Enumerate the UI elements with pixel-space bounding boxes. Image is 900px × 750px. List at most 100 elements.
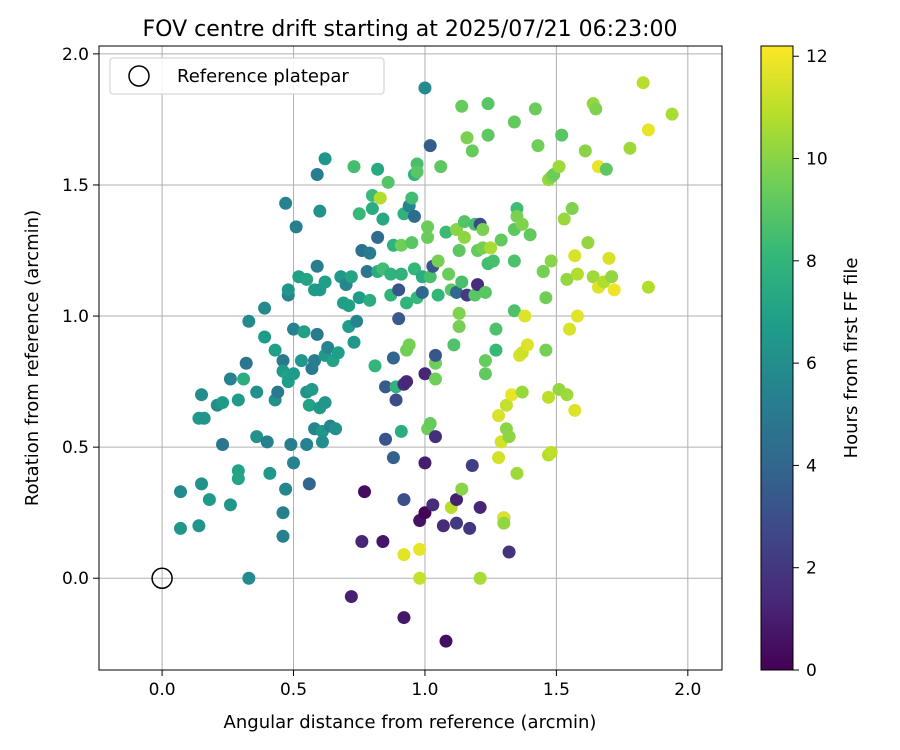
y-tick-label: 1.5 [62,176,89,196]
legend-marker-icon [128,65,150,87]
data-point [450,223,464,237]
colorbar-tick-label: 6 [806,354,817,374]
data-point [523,228,537,242]
data-point [465,144,479,158]
data-point [434,160,448,174]
data-point [421,220,435,234]
data-point [489,322,503,336]
data-point [384,267,398,281]
data-point [450,493,464,507]
data-point [599,162,613,176]
y-tick-label: 0.0 [62,569,89,589]
data-point [363,246,377,260]
data-point [447,338,461,352]
data-point [473,500,487,514]
data-point [492,409,506,423]
data-point [463,521,477,535]
data-point [520,338,534,352]
data-point [405,191,419,205]
data-point [518,309,532,323]
data-point [544,254,558,268]
data-point [192,519,206,533]
data-point [418,506,432,520]
data-point [279,196,293,210]
data-point [426,498,440,512]
data-point [294,354,308,368]
data-point [473,571,487,585]
data-point [318,152,332,166]
data-point [565,202,579,216]
data-point [507,115,521,129]
data-point [195,477,209,491]
x-tick-label: 1.0 [411,680,438,700]
data-point [300,438,314,452]
data-point [173,521,187,535]
data-point [563,322,577,336]
data-point [492,451,506,465]
data-point [397,493,411,507]
data-point [623,141,637,155]
data-point [363,293,377,307]
data-point [394,238,408,252]
data-point [418,81,432,95]
colorbar-tick-label: 0 [806,661,817,681]
data-point [557,212,571,226]
data-point [365,202,379,216]
data-point [589,102,603,116]
data-point [478,285,492,299]
data-point [497,516,511,530]
data-point [402,338,416,352]
data-point [439,225,453,239]
data-point [457,230,471,244]
data-point [313,204,327,218]
legend-label: Reference platepar [177,66,349,87]
data-point [355,535,369,549]
data-point [237,372,251,386]
data-point [202,493,216,507]
colorbar-tick-label: 8 [806,252,817,272]
data-point [544,445,558,459]
data-point [665,107,679,121]
data-point [276,506,290,520]
y-axis-ticks: 0.0 0.5 1.0 1.5 2.0 [62,45,99,589]
data-point [242,571,256,585]
data-point [302,477,316,491]
data-point [250,385,264,399]
data-point [371,162,385,176]
data-point [539,343,553,357]
colorbar-label: Hours from first FF file [841,258,862,459]
data-point [502,430,516,444]
data-point [578,144,592,158]
colorbar-tick-label: 10 [806,150,828,170]
data-point [428,430,442,444]
data-point [310,259,324,273]
data-point [439,634,453,648]
data-point [455,275,469,289]
data-point [373,191,387,205]
x-axis-ticks: 0.0 0.5 1.0 1.5 2.0 [149,670,701,700]
data-point [379,432,393,446]
data-point [457,215,471,229]
data-point [468,288,482,302]
data-point [641,280,655,294]
data-point [386,351,400,365]
data-point [329,422,343,436]
data-point [239,356,253,370]
x-tick-label: 0.5 [280,680,307,700]
data-point [602,251,616,265]
data-point [400,375,414,389]
data-point [342,299,356,313]
colorbar-tick-label: 4 [806,456,817,476]
data-point [455,99,469,113]
data-point [310,167,324,181]
data-point [347,160,361,174]
x-tick-label: 2.0 [674,680,701,700]
data-point [310,327,324,341]
data-point [560,272,574,286]
data-point [352,291,366,305]
data-point [379,380,393,394]
data-point [476,223,490,237]
data-point [502,545,516,559]
data-point [394,424,408,438]
x-axis-label: Angular distance from reference (arcmin) [224,712,597,733]
